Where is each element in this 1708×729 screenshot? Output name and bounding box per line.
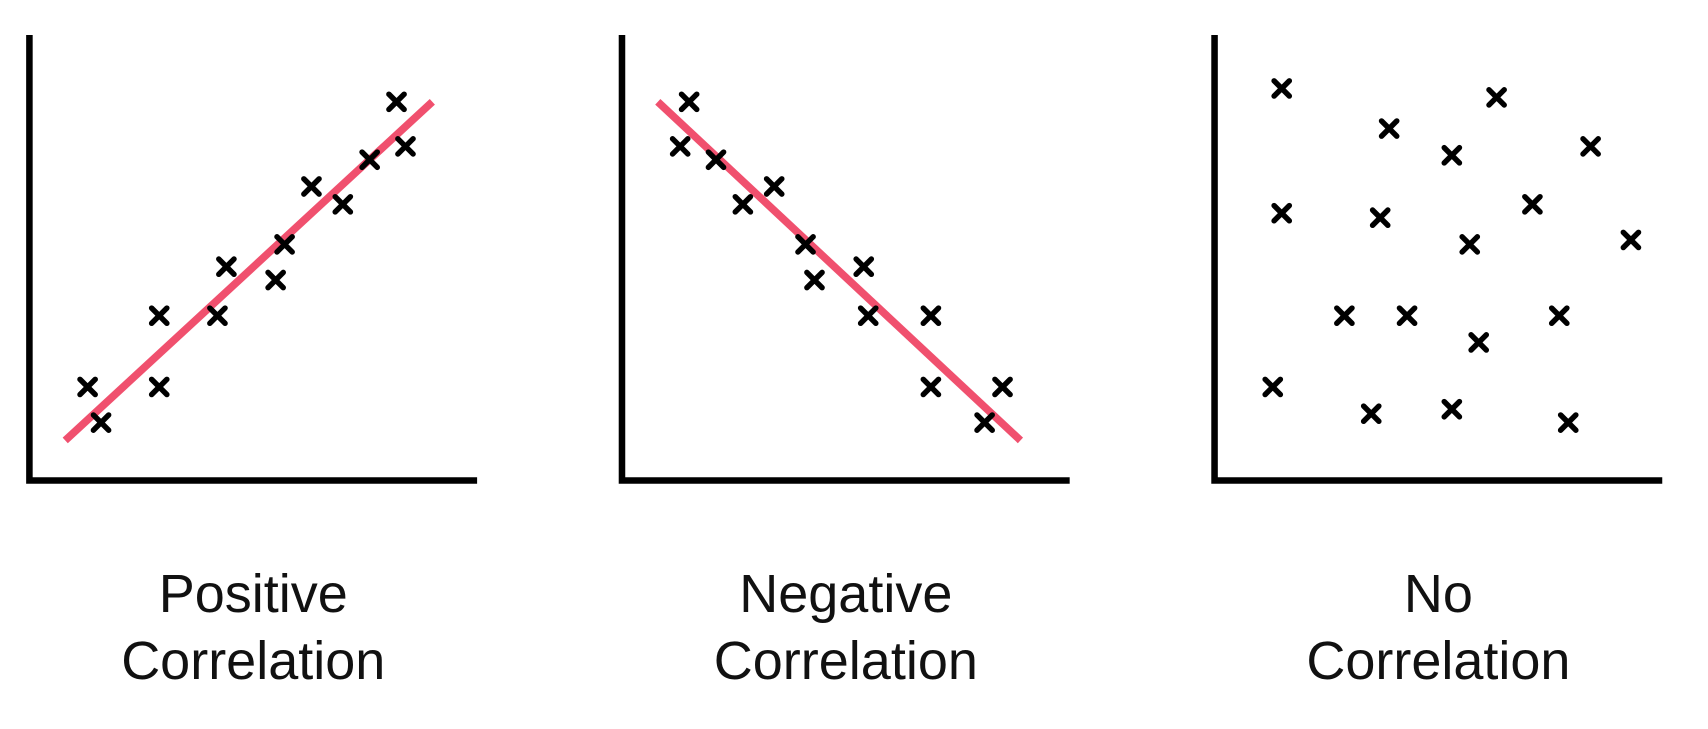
marker bbox=[1522, 193, 1543, 215]
marker bbox=[1557, 412, 1579, 433]
marker bbox=[1360, 403, 1382, 425]
marker bbox=[974, 412, 995, 433]
marker bbox=[90, 412, 112, 433]
axes bbox=[618, 34, 1070, 484]
marker bbox=[1620, 229, 1642, 251]
chart-title: Positive Correlation bbox=[121, 564, 386, 691]
marker bbox=[1271, 78, 1293, 99]
marker bbox=[1441, 144, 1463, 166]
marker bbox=[1369, 207, 1391, 229]
marker bbox=[1459, 234, 1481, 255]
marker bbox=[395, 136, 416, 157]
marker bbox=[1262, 376, 1284, 398]
panel bbox=[618, 34, 1070, 484]
panel bbox=[26, 34, 478, 484]
marker bbox=[1378, 118, 1400, 139]
marker bbox=[795, 234, 816, 255]
marker bbox=[1271, 202, 1293, 224]
marker bbox=[1396, 305, 1418, 327]
marker bbox=[216, 256, 237, 278]
chart-title: Negative Correlation bbox=[713, 564, 978, 691]
marker bbox=[1334, 305, 1355, 327]
marker bbox=[857, 305, 879, 327]
marker bbox=[678, 91, 700, 113]
marker bbox=[207, 305, 228, 327]
marker bbox=[274, 234, 295, 255]
marker bbox=[920, 305, 942, 327]
axes bbox=[26, 34, 478, 484]
marker bbox=[1468, 332, 1490, 353]
axes bbox=[1211, 34, 1663, 484]
marker bbox=[920, 376, 942, 398]
marker bbox=[148, 376, 170, 398]
marker bbox=[332, 193, 354, 215]
marker bbox=[265, 269, 286, 291]
marker bbox=[301, 176, 322, 197]
marker bbox=[148, 305, 170, 327]
marker bbox=[386, 91, 407, 113]
marker bbox=[669, 136, 691, 157]
chart-title: No Correlation bbox=[1306, 564, 1571, 691]
marker bbox=[1486, 87, 1507, 108]
marker bbox=[732, 193, 754, 215]
marker bbox=[705, 149, 727, 171]
marker bbox=[853, 256, 875, 278]
marker bbox=[1441, 398, 1463, 420]
marker bbox=[992, 376, 1013, 398]
marker bbox=[804, 269, 825, 291]
marker bbox=[763, 176, 785, 197]
marker bbox=[359, 149, 381, 171]
marker bbox=[77, 376, 98, 398]
panel bbox=[1211, 34, 1663, 484]
marker bbox=[1580, 136, 1601, 157]
marker bbox=[1548, 305, 1570, 327]
